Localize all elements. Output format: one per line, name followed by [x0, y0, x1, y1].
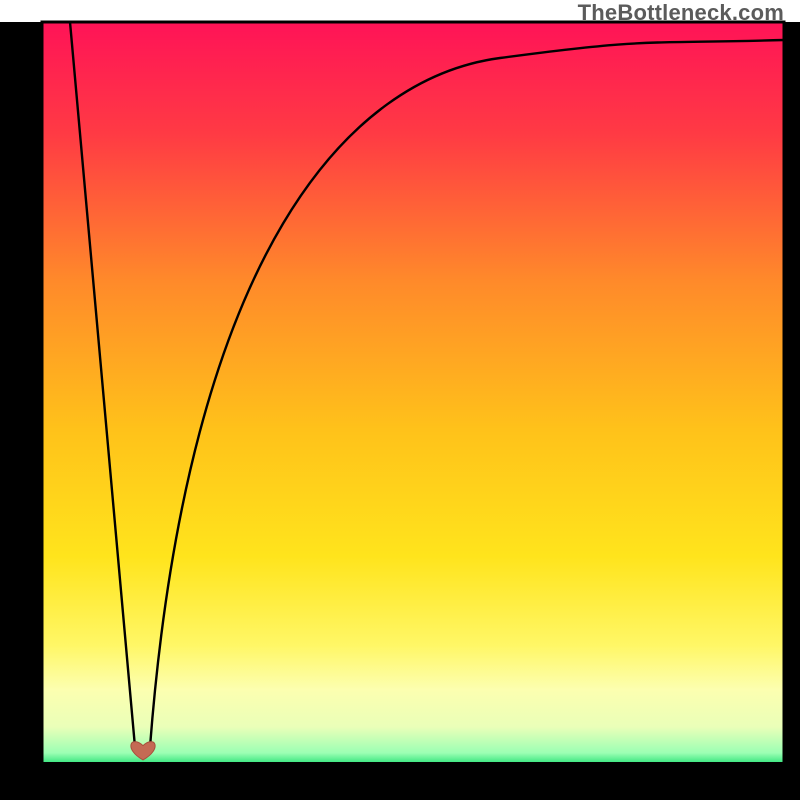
- chart-container: TheBottleneck.com: [0, 0, 800, 800]
- bottom-margin-fill: [0, 764, 800, 800]
- chart-svg: [0, 0, 800, 800]
- left-margin-fill: [0, 22, 42, 767]
- gradient-background: [42, 22, 784, 764]
- right-margin-fill: [784, 22, 800, 767]
- watermark-text: TheBottleneck.com: [578, 0, 784, 26]
